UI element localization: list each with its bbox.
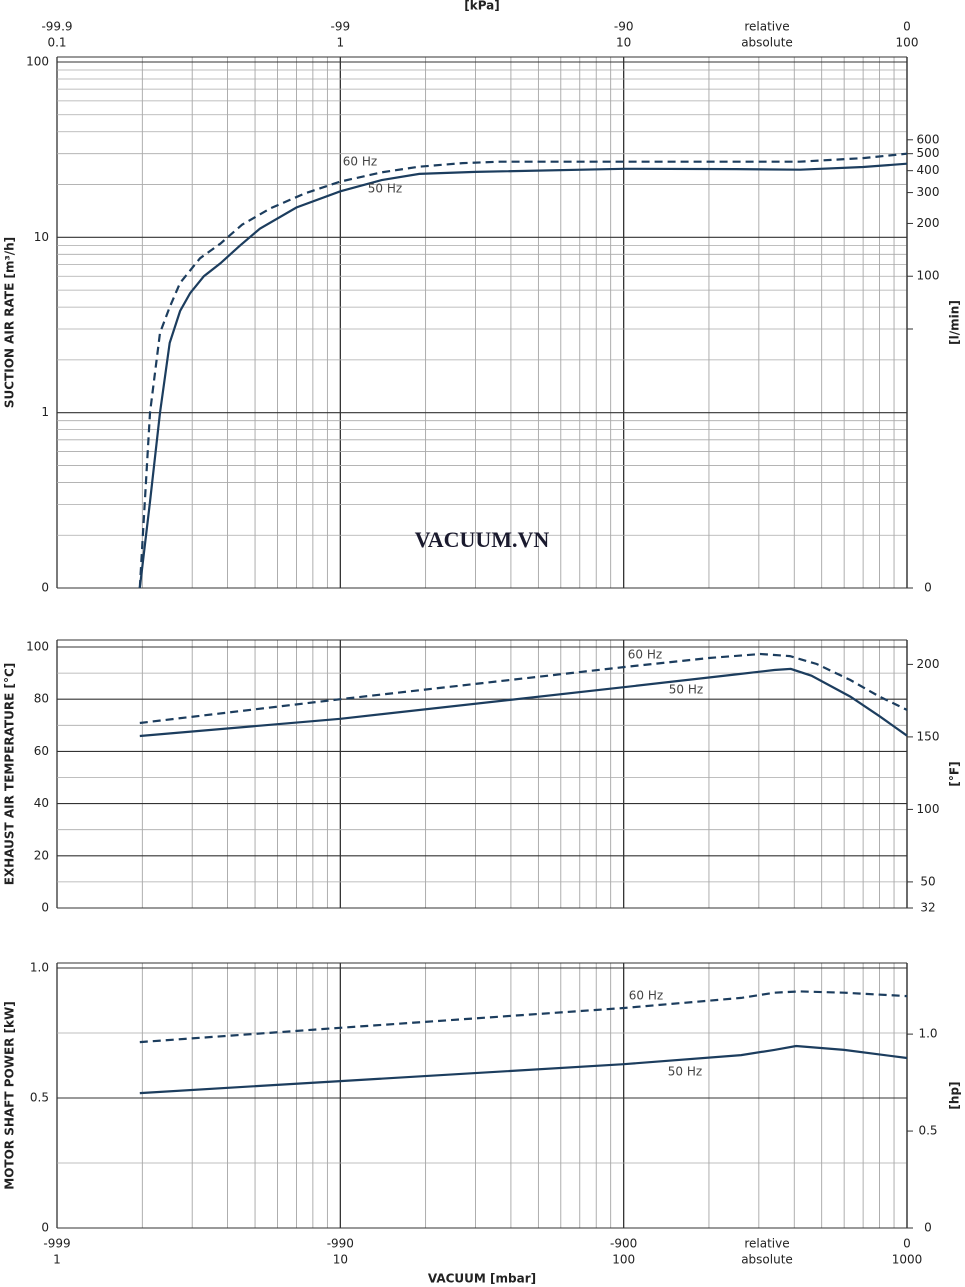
y-tick-label: 0: [41, 901, 49, 915]
series-label: 60 Hz: [628, 648, 662, 662]
y-tick-label: 20: [34, 848, 49, 862]
x-scale-label: absolute: [741, 1253, 793, 1267]
y2-tick-label: 150: [917, 729, 940, 743]
y-tick-label: 1: [41, 405, 49, 419]
y-tick-label: 0: [41, 581, 49, 595]
x-tick-relative: -999: [43, 1237, 70, 1251]
line-series: [138, 162, 908, 589]
top-tick-relative: -99.9: [41, 20, 72, 34]
y-tick-label: 0.5: [30, 1091, 49, 1105]
series-label: 50 Hz: [368, 182, 402, 196]
y-tick-label: 1.0: [30, 961, 49, 975]
x-tick-label: 1: [53, 1253, 61, 1267]
y2-tick-label: 0.5: [918, 1124, 937, 1138]
y-tick-label: 100: [26, 640, 49, 654]
x-scale-label: relative: [744, 1237, 789, 1251]
top-tick-relative: 0: [903, 20, 911, 34]
top-axis-label: [kPa]: [464, 0, 500, 13]
series-label: 60 Hz: [629, 989, 663, 1003]
y2-tick-label: 100: [917, 269, 940, 283]
line-series: [139, 667, 908, 738]
x-tick-relative: -900: [610, 1237, 637, 1251]
y-tick-label: 100: [26, 55, 49, 69]
x-tick-relative: -990: [327, 1237, 354, 1251]
line-series: [139, 652, 908, 725]
y2-tick-label: 200: [917, 657, 940, 671]
y2-axis-label: [hp]: [948, 1081, 962, 1109]
y-tick-label: 0: [41, 1221, 49, 1235]
top-tick-relative: -99: [331, 20, 351, 34]
series-label: 50 Hz: [668, 1065, 702, 1079]
top-tick-relative: -90: [614, 20, 634, 34]
line-series: [139, 1044, 908, 1095]
x-tick-label: 1000: [892, 1253, 923, 1267]
y2-tick-label: 0: [924, 1221, 932, 1235]
series-label: 60 Hz: [343, 155, 377, 169]
top-scale-label: relative: [744, 20, 789, 34]
y2-tick-label: 1.0: [918, 1027, 937, 1041]
y-tick-label: 10: [34, 230, 49, 244]
y-tick-label: 40: [34, 796, 49, 810]
y-tick-label: 80: [34, 692, 49, 706]
y2-tick-label: 200: [917, 216, 940, 230]
line-series: [138, 152, 908, 589]
line-series: [139, 990, 908, 1044]
x-tick-label: 10: [333, 1253, 348, 1267]
y2-tick-label: 300: [917, 185, 940, 199]
y2-tick-label: 600: [917, 132, 940, 146]
y2-tick-label: 32: [920, 901, 935, 915]
y2-tick-label: 50: [920, 874, 935, 888]
x-tick-relative: 0: [903, 1237, 911, 1251]
x-tick-label: 100: [612, 1253, 635, 1267]
y2-tick-label: 500: [917, 146, 940, 160]
top-scale-label: absolute: [741, 36, 793, 50]
y-tick-label: 60: [34, 744, 49, 758]
top-tick-label: 0.1: [47, 36, 66, 50]
x-axis-label: VACUUM [mbar]: [428, 1272, 536, 1286]
y2-tick-label: 100: [917, 802, 940, 816]
y-axis-label: SUCTION AIR RATE [m³/h]: [3, 237, 17, 408]
top-tick-label: 10: [616, 36, 631, 50]
y2-tick-label: 400: [917, 163, 940, 177]
y-axis-label: MOTOR SHAFT POWER [kW]: [3, 1001, 17, 1190]
top-tick-label: 100: [896, 36, 919, 50]
y2-tick-label: 0: [924, 581, 932, 595]
y-axis-label: EXHAUST AIR TEMPERATURE [°C]: [3, 663, 17, 886]
y2-axis-label: [l/min]: [948, 300, 962, 345]
series-label: 50 Hz: [669, 683, 703, 697]
watermark: VACUUM.VN: [415, 527, 550, 552]
y2-axis-label: [°F]: [948, 761, 962, 786]
top-tick-label: 1: [337, 36, 345, 50]
